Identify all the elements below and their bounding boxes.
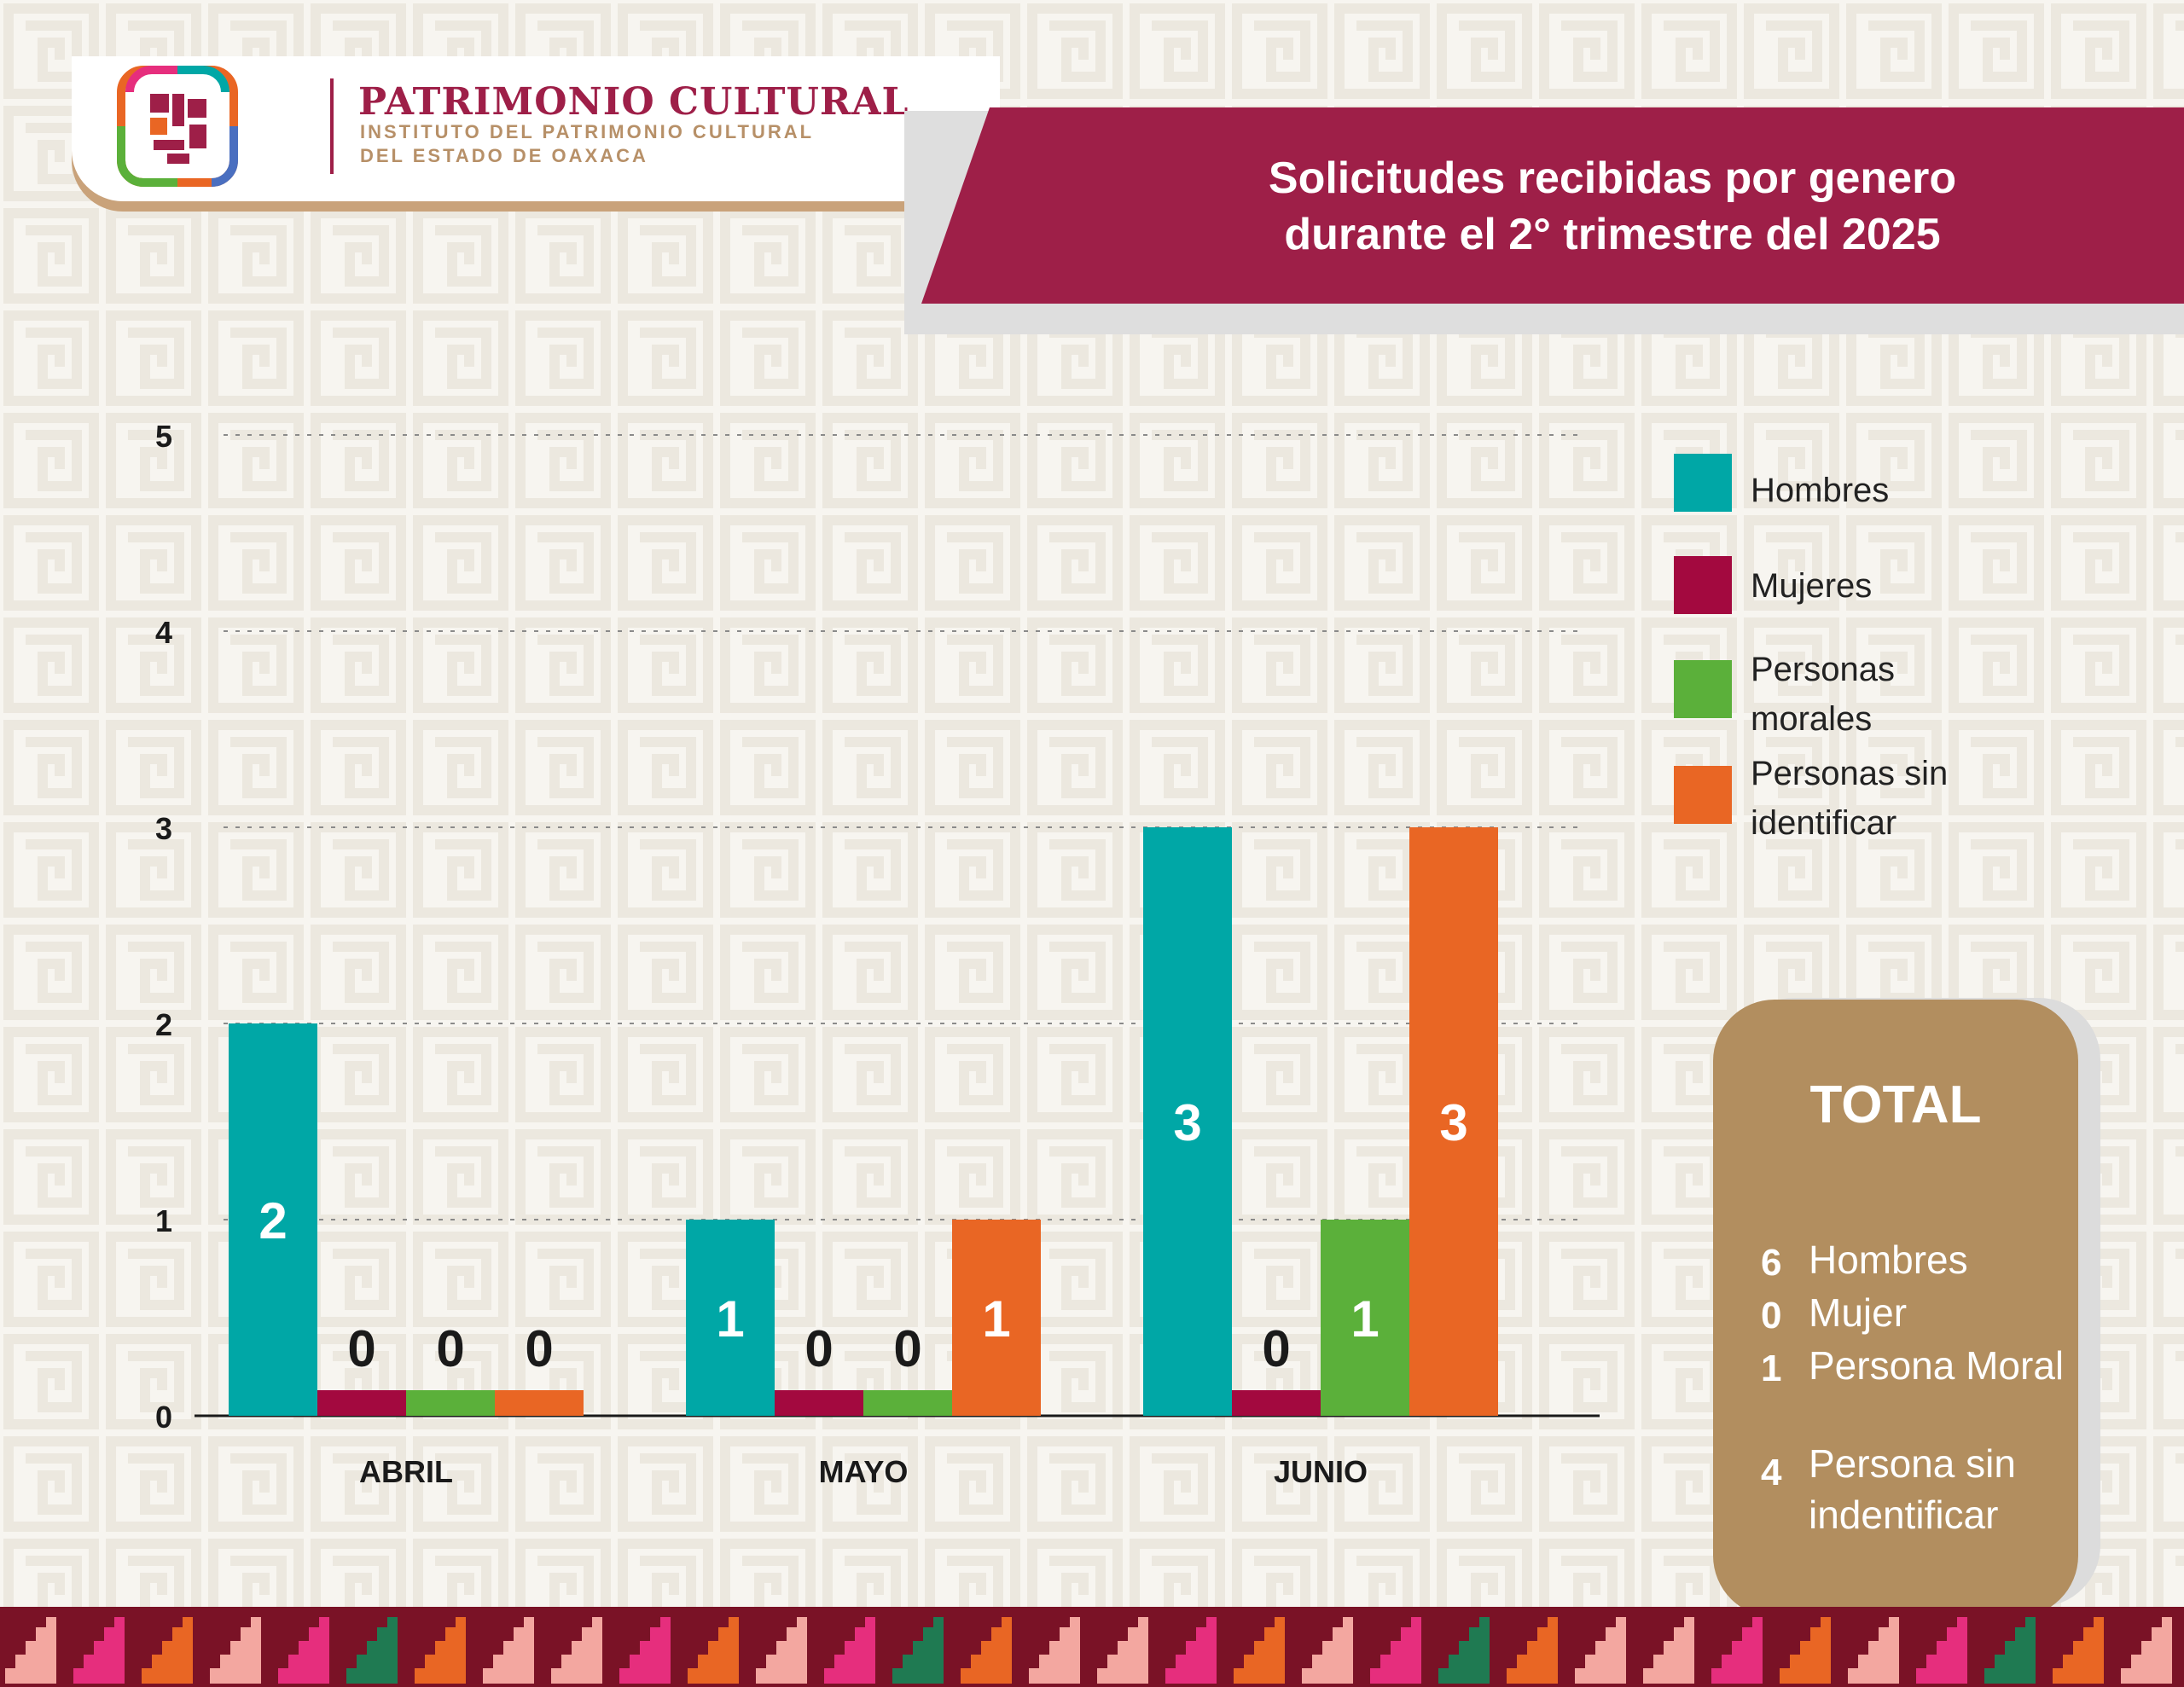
strip-step-motif — [688, 1617, 739, 1684]
legend-swatch-personas-sin-identificar — [1674, 766, 1732, 824]
bar-value-label: 3 — [1439, 1094, 1467, 1151]
bar-value-label: 1 — [1350, 1290, 1379, 1348]
total-label-persona-sin-identificar: Persona sin indentificar — [1809, 1441, 2016, 1537]
bar-junio-2 — [1321, 1220, 1409, 1416]
legend-swatch-mujeres — [1674, 556, 1732, 614]
total-count-persona-sin-identificar: 4 — [1761, 1452, 1782, 1493]
y-tick-label: 5 — [155, 419, 172, 454]
bar-mayo-2 — [863, 1390, 952, 1416]
x-category-label: ABRIL — [359, 1454, 453, 1489]
y-tick-label: 1 — [155, 1203, 172, 1238]
strip-step-motif — [1370, 1617, 1421, 1684]
strip-step-motif — [1097, 1617, 1148, 1684]
total-label-mujer: Mujer — [1809, 1290, 1908, 1335]
bar-value-label: 0 — [1262, 1320, 1290, 1377]
institution-logo-icon — [117, 66, 238, 187]
strip-step-motif — [756, 1617, 807, 1684]
decorative-bottom-strip — [0, 1607, 2184, 1687]
total-count-persona-moral: 1 — [1761, 1348, 1782, 1389]
strip-step-motif — [824, 1617, 875, 1684]
bar-junio-0 — [1143, 827, 1232, 1416]
bar-value-label: 0 — [525, 1320, 553, 1377]
strip-step-motif — [551, 1617, 602, 1684]
bar-mayo-1 — [775, 1390, 863, 1416]
total-count-hombres: 6 — [1761, 1242, 1782, 1284]
chart-title: Solicitudes recibidas por genero durante… — [1101, 150, 2124, 263]
bar-abril-2 — [406, 1390, 495, 1416]
strip-step-motif — [1916, 1617, 1967, 1684]
legend-swatch-personas-morales — [1674, 660, 1732, 718]
logo-separator — [330, 78, 334, 174]
strip-step-motif — [2121, 1617, 2172, 1684]
strip-step-motif — [1234, 1617, 1285, 1684]
strip-step-motif — [1643, 1617, 1694, 1684]
bar-value-label: 2 — [258, 1192, 287, 1249]
y-tick-label: 0 — [155, 1400, 172, 1435]
total-label-persona-moral: Persona Moral — [1809, 1343, 2065, 1388]
bar-mayo-3 — [952, 1220, 1041, 1416]
bar-junio-1 — [1232, 1390, 1321, 1416]
strip-step-motif — [1507, 1617, 1558, 1684]
bar-value-label: 1 — [716, 1290, 744, 1348]
strip-step-motif — [1438, 1617, 1490, 1684]
org-subtitle-line-2: DEL ESTADO DE OAXACA — [360, 145, 648, 166]
strip-step-motif — [415, 1617, 466, 1684]
strip-step-motif — [73, 1617, 125, 1684]
total-card: TOTAL 6 Hombres 0 Mujer 1 Persona Moral … — [1713, 1000, 2078, 1617]
bar-value-label: 0 — [804, 1320, 833, 1377]
strip-step-motif — [1302, 1617, 1353, 1684]
strip-step-motif — [5, 1617, 56, 1684]
strip-step-motif — [1575, 1617, 1626, 1684]
chart-title-line-1: Solicitudes recibidas por genero — [1268, 154, 1957, 203]
y-tick-label: 4 — [155, 615, 172, 650]
strip-step-motif — [892, 1617, 944, 1684]
strip-step-motif — [142, 1617, 193, 1684]
total-label-hombres: Hombres — [1809, 1238, 1968, 1282]
strip-step-motif — [1029, 1617, 1080, 1684]
org-title: PATRIMONIO CULTURAL — [358, 80, 909, 124]
bar-value-label: 1 — [982, 1290, 1010, 1348]
title-banner — [921, 107, 2184, 304]
strip-step-motif — [961, 1617, 1012, 1684]
bar-abril-0 — [229, 1023, 317, 1416]
y-tick-label: 3 — [155, 811, 172, 846]
strip-step-motif — [2053, 1617, 2104, 1684]
strip-step-motif — [619, 1617, 671, 1684]
bar-abril-3 — [495, 1390, 584, 1416]
strip-step-motif — [1780, 1617, 1831, 1684]
bar-value-label: 0 — [893, 1320, 921, 1377]
bar-value-label: 0 — [347, 1320, 375, 1377]
strip-step-motif — [1984, 1617, 2036, 1684]
x-category-label: JUNIO — [1274, 1454, 1368, 1489]
legend-label-mujeres: Mujeres — [1751, 567, 1873, 605]
strip-step-motif — [1848, 1617, 1899, 1684]
bar-junio-3 — [1409, 827, 1498, 1416]
strip-step-motif — [1165, 1617, 1217, 1684]
x-category-label: MAYO — [819, 1454, 909, 1489]
org-subtitle-line-1: INSTITUTO DEL PATRIMONIO CULTURAL — [360, 121, 815, 142]
strip-step-motif — [346, 1617, 398, 1684]
strip-step-motif — [483, 1617, 534, 1684]
total-title: TOTAL — [1809, 1075, 1982, 1134]
bar-value-label: 3 — [1173, 1094, 1201, 1151]
bar-abril-1 — [317, 1390, 406, 1416]
bar-mayo-0 — [686, 1220, 775, 1416]
y-tick-label: 2 — [155, 1007, 172, 1042]
strip-step-motif — [278, 1617, 329, 1684]
chart-title-line-2: durante el 2° trimestre del 2025 — [1284, 210, 1941, 259]
bar-value-label: 0 — [436, 1320, 464, 1377]
total-count-mujer: 0 — [1761, 1295, 1782, 1336]
strip-step-motif — [210, 1617, 261, 1684]
legend-label-personas-sin-identificar: Personas sin identificar — [1751, 755, 1949, 842]
strip-step-motif — [1711, 1617, 1763, 1684]
legend-label-hombres: Hombres — [1751, 472, 1890, 509]
legend-swatch-hombres — [1674, 454, 1732, 512]
legend-label-personas-morales: Personas morales — [1751, 651, 1895, 738]
